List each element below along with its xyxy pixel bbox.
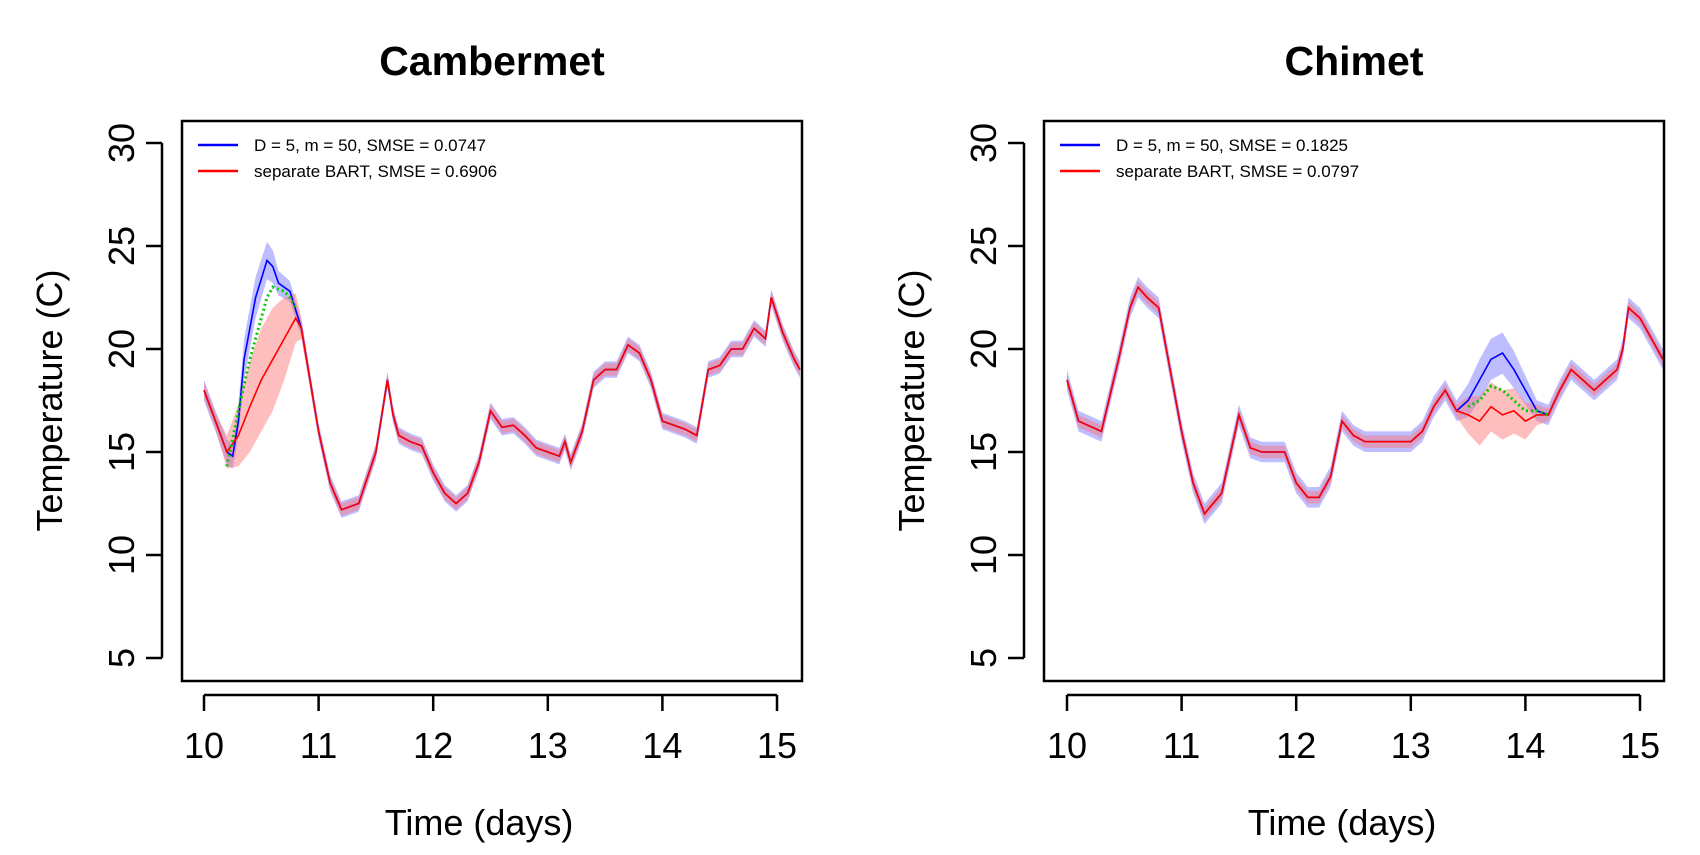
y-tick-label: 25 — [101, 226, 142, 266]
x-tick-label: 12 — [1276, 725, 1316, 766]
x-tick-label: 15 — [757, 725, 797, 766]
legend-label: D = 5, m = 50, SMSE = 0.1825 — [1116, 136, 1348, 155]
chart-title: Chimet — [1285, 38, 1424, 84]
x-tick-label: 14 — [1505, 725, 1545, 766]
y-tick-label: 30 — [101, 123, 142, 163]
x-tick-label: 15 — [1620, 725, 1660, 766]
y-tick-label: 5 — [101, 648, 142, 668]
legend-label: D = 5, m = 50, SMSE = 0.0747 — [254, 136, 486, 155]
series-line-2 — [203, 297, 801, 511]
x-tick-label: 10 — [184, 725, 224, 766]
legend-label: separate BART, SMSE = 0.6906 — [254, 162, 497, 181]
plot-area — [1066, 276, 1664, 525]
x-tick-label: 11 — [300, 725, 337, 766]
y-tick-label: 10 — [101, 535, 142, 575]
x-tick-label: 11 — [1163, 725, 1200, 766]
series-band-2 — [204, 291, 800, 516]
y-tick-label: 5 — [963, 648, 1004, 668]
legend-label: separate BART, SMSE = 0.0797 — [1116, 162, 1359, 181]
y-tick-label: 20 — [101, 329, 142, 369]
series-line-3 — [1467, 384, 1549, 417]
chart-panel-2: Chimet 10 11 12 13 14 15 Time (days) 5 10 15 20 25 30… — [891, 38, 1666, 843]
plot-frame — [180, 119, 804, 683]
y-tick-label: 25 — [963, 226, 1004, 266]
plot-frame — [1042, 119, 1666, 683]
series-line-1 — [1066, 285, 1664, 516]
chart-panel-1: Cambermet 10 11 12 13 14 15 Time (days) 5 10 15 20 2… — [29, 38, 804, 843]
y-axis-label: Temperature (C) — [891, 269, 932, 531]
y-tick-label: 10 — [963, 535, 1004, 575]
series-band-1 — [204, 241, 800, 518]
y-tick-label: 20 — [963, 329, 1004, 369]
x-tick-label: 12 — [413, 725, 453, 766]
y-tick-label: 15 — [101, 432, 142, 472]
x-tick-label: 13 — [1391, 725, 1431, 766]
x-tick-label: 10 — [1047, 725, 1087, 766]
y-tick-label: 30 — [963, 123, 1004, 163]
x-tick-label: 14 — [642, 725, 682, 766]
chart-title: Cambermet — [379, 38, 605, 84]
series-band-2 — [1067, 281, 1663, 520]
x-axis-label: Time (days) — [1248, 802, 1437, 843]
x-axis-label: Time (days) — [385, 802, 574, 843]
y-axis-label: Temperature (C) — [29, 269, 70, 531]
x-tick-label: 13 — [528, 725, 568, 766]
series-line-2 — [1066, 285, 1664, 516]
y-tick-label: 15 — [963, 432, 1004, 472]
plot-area — [203, 241, 801, 518]
series-band-1 — [1067, 276, 1663, 525]
